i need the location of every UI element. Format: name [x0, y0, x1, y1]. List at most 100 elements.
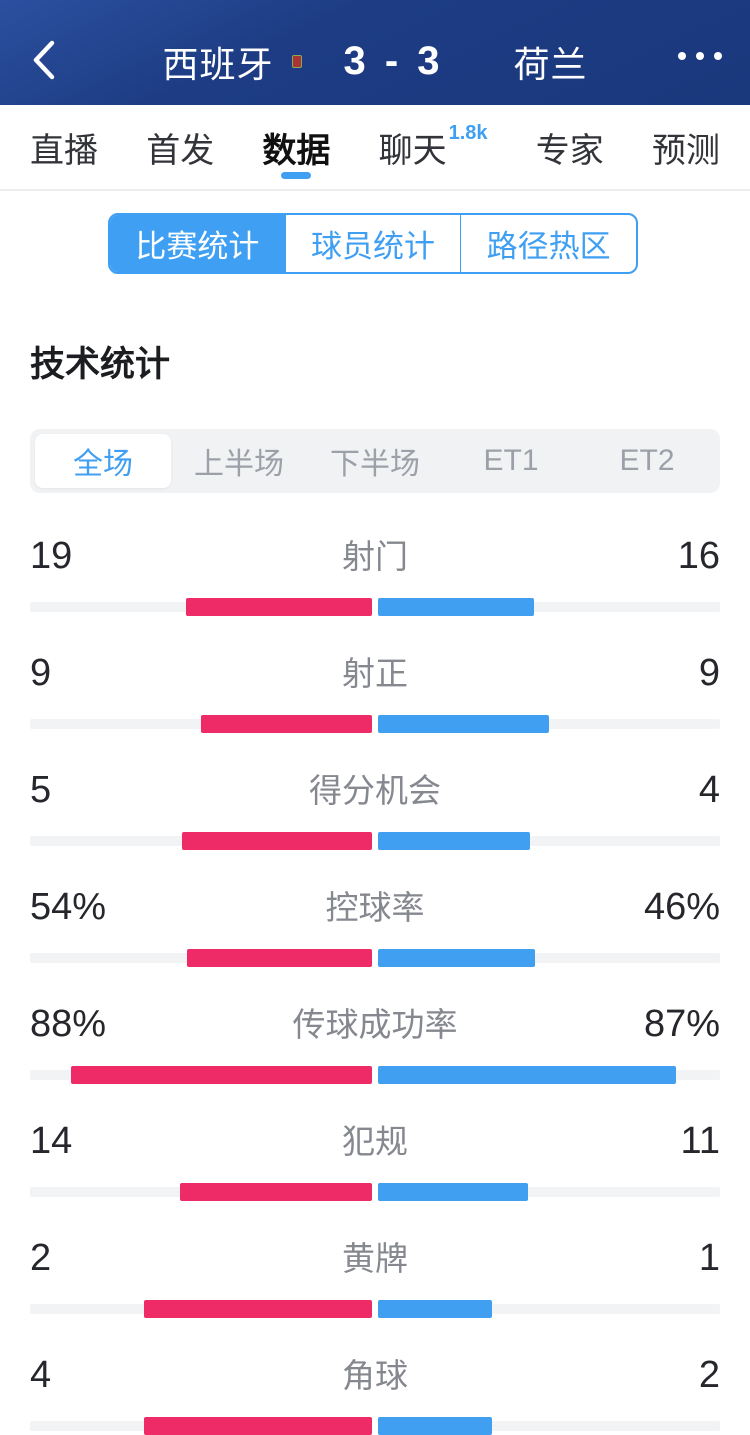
- home-bar-fill: [201, 715, 372, 733]
- home-value: 14: [30, 1120, 73, 1162]
- home-value: 88%: [30, 1003, 107, 1045]
- home-bar-half: [30, 598, 372, 616]
- stats-list: 19 射门 16 9 射正 9 5 得分机会 4 54% 控球率 46% 88% 传球成功率 87% 14 犯规…: [0, 493, 750, 1435]
- home-bar-fill: [71, 1066, 372, 1084]
- home-bar-half: [30, 1183, 372, 1201]
- away-team-name: 荷兰: [513, 43, 588, 85]
- tab-label: 专家: [535, 131, 604, 170]
- period-tab-et2[interactable]: ET2: [619, 444, 675, 477]
- more-options-button[interactable]: [676, 44, 724, 68]
- home-value: 5: [30, 769, 52, 811]
- tab-data[interactable]: 数据: [262, 105, 330, 189]
- away-bar-fill: [378, 598, 535, 616]
- away-value: 9: [698, 652, 720, 694]
- subtab-match-stats[interactable]: 比赛统计: [110, 215, 285, 272]
- subtab-path-heatmap[interactable]: 路径热区: [460, 215, 636, 272]
- home-value: 19: [30, 535, 73, 577]
- away-bar-fill: [378, 1300, 492, 1318]
- period-tab-full[interactable]: 全场: [35, 434, 171, 488]
- home-bar-fill: [186, 598, 372, 616]
- away-value: 4: [698, 769, 720, 811]
- away-value: 1: [698, 1237, 720, 1279]
- stat-row: 5 得分机会 4: [30, 764, 720, 850]
- away-bar-half: [378, 832, 720, 850]
- away-bar-fill: [378, 1066, 676, 1084]
- home-bar-fill: [187, 949, 372, 967]
- home-bar-fill: [180, 1183, 372, 1201]
- stats-type-segmented-control: 比赛统计 球员统计 路径热区: [108, 213, 638, 274]
- stat-row: 9 射正 9: [30, 647, 720, 733]
- stat-row: 19 射门 16: [30, 530, 720, 616]
- stat-bars: [30, 1417, 720, 1435]
- tab-lineup[interactable]: 首发: [146, 105, 214, 189]
- chevron-left-icon: [33, 40, 55, 80]
- away-value: 87%: [643, 1003, 720, 1045]
- home-bar-half: [30, 715, 372, 733]
- stat-head: 14 犯规 11: [30, 1115, 720, 1163]
- away-bar-half: [378, 715, 720, 733]
- stat-row: 88% 传球成功率 87%: [30, 998, 720, 1084]
- stat-label: 射正: [342, 655, 408, 692]
- spain-flag-icon: [285, 46, 331, 77]
- bar-track: [378, 1187, 720, 1197]
- tab-expert[interactable]: 专家: [536, 105, 604, 189]
- stat-head: 88% 传球成功率 87%: [30, 998, 720, 1046]
- tab-label: 首发: [146, 131, 215, 170]
- home-bar-fill: [181, 832, 372, 850]
- tab-label: 聊天: [378, 131, 447, 170]
- stat-label: 得分机会: [309, 772, 441, 809]
- away-value: 11: [680, 1120, 720, 1162]
- tab-predict[interactable]: 预测: [652, 105, 720, 189]
- stat-head: 5 得分机会 4: [30, 764, 720, 812]
- stat-label: 犯规: [342, 1123, 408, 1160]
- period-tab-h2[interactable]: 下半场: [330, 448, 420, 481]
- home-bar-half: [30, 832, 372, 850]
- stat-bars: [30, 1300, 720, 1318]
- home-value: 4: [30, 1354, 52, 1396]
- home-team-name: 西班牙: [162, 43, 274, 85]
- section-title: 技术统计: [30, 345, 171, 384]
- main-tab-bar: 直播 首发 数据 聊天 1.8k 专家 预测: [0, 105, 750, 191]
- stat-head: 9 射正 9: [30, 647, 720, 695]
- away-bar-half: [378, 1300, 720, 1318]
- stat-bars: [30, 598, 720, 616]
- home-bar-half: [30, 949, 372, 967]
- stat-bars: [30, 1183, 720, 1201]
- away-bar-fill: [378, 1183, 529, 1201]
- netherlands-flag-icon: [456, 46, 502, 77]
- away-value: 46%: [643, 886, 720, 928]
- stat-head: 19 射门 16: [30, 530, 720, 578]
- tab-chat[interactable]: 聊天 1.8k: [379, 105, 488, 189]
- match-title: 西班牙 3 - 3 荷兰: [0, 36, 750, 88]
- away-bar-fill: [378, 949, 536, 967]
- home-bar-half: [30, 1066, 372, 1084]
- home-value: 2: [30, 1237, 52, 1279]
- stat-bars: [30, 949, 720, 967]
- tab-label: 数据: [262, 131, 331, 170]
- ellipsis-icon: [678, 52, 686, 60]
- away-bar-half: [378, 1066, 720, 1084]
- period-tab-h1[interactable]: 上半场: [194, 448, 284, 481]
- away-bar-fill: [378, 715, 549, 733]
- home-bar-fill: [143, 1417, 372, 1435]
- bar-track: [378, 1304, 720, 1314]
- stat-label: 传球成功率: [292, 1006, 458, 1043]
- away-bar-half: [378, 1417, 720, 1435]
- stat-bars: [30, 1066, 720, 1084]
- away-bar-half: [378, 1183, 720, 1201]
- active-tab-underline: [281, 172, 312, 179]
- period-tab-et1[interactable]: ET1: [483, 444, 539, 477]
- match-score: 3 - 3: [343, 39, 444, 83]
- back-button[interactable]: [22, 36, 66, 84]
- bar-track: [378, 719, 720, 729]
- home-bar-fill: [143, 1300, 372, 1318]
- home-bar-half: [30, 1300, 372, 1318]
- away-value: 16: [677, 535, 720, 577]
- subtab-player-stats[interactable]: 球员统计: [284, 215, 461, 272]
- away-bar-half: [378, 949, 720, 967]
- tab-label: 直播: [30, 131, 98, 170]
- tab-live[interactable]: 直播: [30, 105, 98, 189]
- stat-label: 射门: [342, 538, 408, 575]
- stat-bars: [30, 715, 720, 733]
- stat-head: 54% 控球率 46%: [30, 881, 720, 929]
